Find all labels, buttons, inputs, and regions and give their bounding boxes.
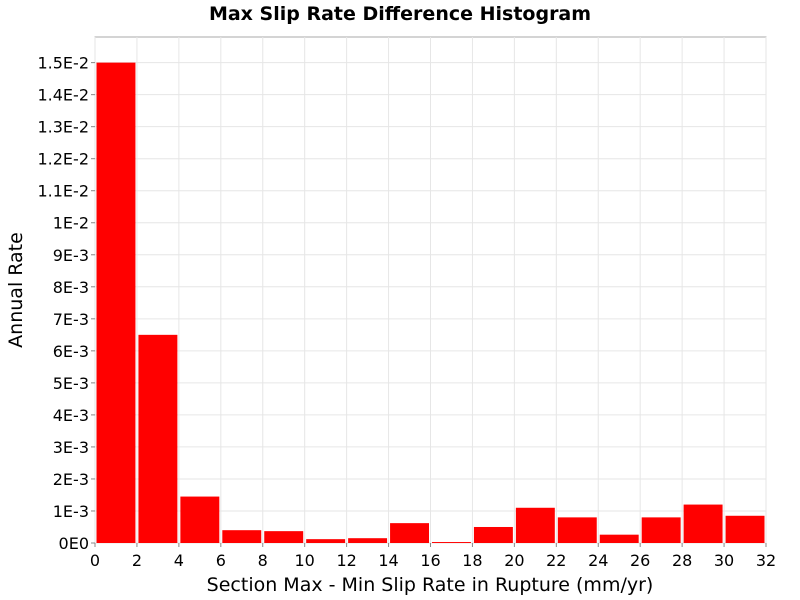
histogram-bar [264,531,304,543]
y-tick-label: 0E0 [59,534,89,553]
x-tick-label: 4 [174,551,184,570]
y-tick-label: 1.4E-2 [37,86,89,105]
histogram-bar [96,62,136,544]
bars-group [96,62,765,544]
x-axis-label: Section Max - Min Slip Rate in Rupture (… [207,574,654,596]
y-tick-label: 1.1E-2 [37,182,89,201]
y-tick-label: 8E-3 [53,278,89,297]
x-tick-label: 26 [630,551,650,570]
x-tick-label: 24 [588,551,608,570]
y-tick-label: 5E-3 [53,374,89,393]
x-tick-label: 0 [90,551,100,570]
y-tick-label: 3E-3 [53,438,89,457]
y-tick-label: 1.5E-2 [37,54,89,73]
x-axis-ticks: 0 2 4 6 8 10 12 14 16 18 20 22 24 26 28 30 32 [90,543,776,570]
x-tick-label: 22 [546,551,566,570]
y-tick-label: 1E-2 [53,214,89,233]
histogram-bar [306,539,346,543]
x-tick-label: 32 [756,551,776,570]
histogram-bar [222,530,262,543]
histogram-bar [641,517,681,543]
histogram-bar [180,496,220,543]
histogram-bar [348,538,388,543]
histogram-bar [599,534,639,543]
histogram-bar [515,507,555,543]
y-axis-label: Annual Rate [5,232,27,348]
histogram-bar [432,542,471,543]
y-tick-label: 1.3E-2 [37,118,89,137]
y-tick-label: 4E-3 [53,406,89,425]
histogram-bar [683,504,723,543]
histogram-bar [138,334,178,543]
x-tick-label: 2 [132,551,142,570]
y-tick-label: 2E-3 [53,470,89,489]
chart-title: Max Slip Rate Difference Histogram [209,3,591,25]
y-tick-label: 1.2E-2 [37,150,89,169]
histogram-bar [557,517,597,543]
x-tick-label: 8 [258,551,268,570]
x-tick-label: 20 [504,551,524,570]
y-tick-label: 1E-3 [53,502,89,521]
histogram-bar [390,523,429,543]
x-tick-label: 16 [420,551,440,570]
x-tick-label: 18 [462,551,482,570]
x-tick-label: 6 [216,551,226,570]
histogram-bar [473,526,513,543]
x-tick-label: 10 [295,551,315,570]
x-tick-label: 12 [336,551,356,570]
histogram-bar [725,515,765,543]
y-axis-ticks: 0E0 1E-3 2E-3 3E-3 4E-3 5E-3 6E-3 7E-3 8E-3 9E-3 1… [37,54,95,553]
y-tick-label: 6E-3 [53,342,89,361]
x-tick-label: 14 [378,551,398,570]
y-tick-label: 9E-3 [53,246,89,265]
x-tick-label: 28 [672,551,692,570]
x-tick-label: 30 [714,551,734,570]
y-tick-label: 7E-3 [53,310,89,329]
